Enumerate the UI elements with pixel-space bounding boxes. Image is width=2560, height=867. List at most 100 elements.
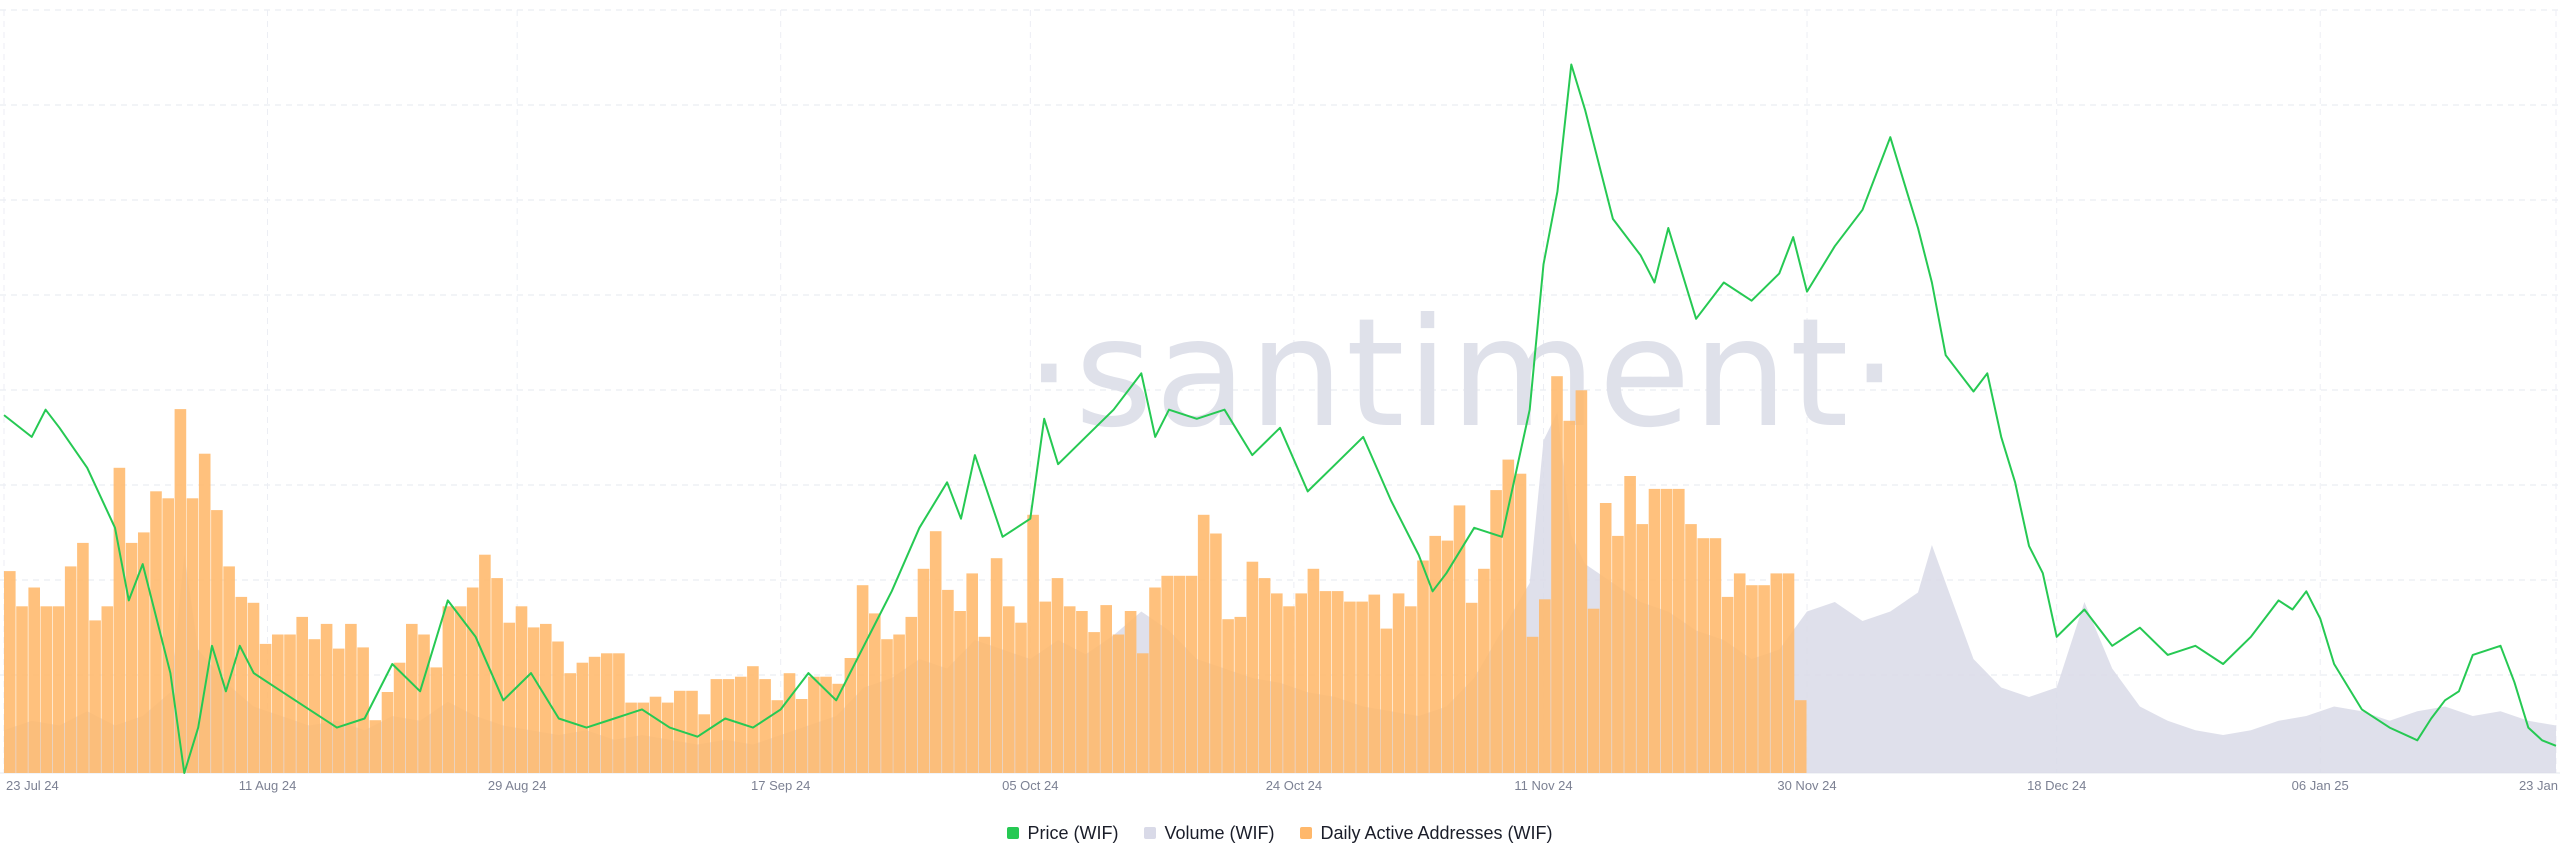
daily-active-addresses-bar xyxy=(332,648,345,773)
daily-active-addresses-bar xyxy=(1673,488,1685,773)
daily-active-addresses-bar xyxy=(710,679,723,773)
x-tick-label: 24 Oct 24 xyxy=(1266,778,1322,793)
daily-active-addresses-bar xyxy=(869,613,881,773)
daily-active-addresses-bar xyxy=(1526,636,1539,773)
daily-active-addresses-bar xyxy=(101,606,114,773)
legend-item-volume[interactable]: Volume (WIF) xyxy=(1144,823,1274,844)
daily-active-addresses-bar xyxy=(552,641,564,773)
daily-active-addresses-bar xyxy=(722,679,735,773)
daily-active-addresses-bar xyxy=(1697,538,1709,773)
price-series xyxy=(3,63,2557,774)
daily-active-addresses-bar xyxy=(296,616,308,773)
daily-active-addresses-bar xyxy=(1015,622,1027,773)
daily-active-addresses-bar xyxy=(1782,573,1795,773)
daily-active-addresses-bar xyxy=(345,623,357,773)
daily-active-addresses-series xyxy=(4,376,1807,773)
daily-active-addresses-bar xyxy=(1746,585,1758,773)
daily-active-addresses-bar xyxy=(1478,568,1490,773)
daily-active-addresses-bar xyxy=(1721,596,1734,773)
volume-area xyxy=(4,412,2556,773)
daily-active-addresses-bar xyxy=(1234,616,1247,773)
daily-active-addresses-bar xyxy=(64,566,77,773)
daily-active-addresses-bar xyxy=(698,714,710,773)
daily-active-addresses-bar xyxy=(28,587,40,773)
daily-active-addresses-bar xyxy=(1599,503,1612,773)
daily-active-addresses-bar xyxy=(747,666,759,773)
x-tick-label: 17 Sep 24 xyxy=(751,778,810,793)
daily-active-addresses-bar xyxy=(1636,524,1649,773)
daily-active-addresses-bar xyxy=(284,634,296,773)
daily-active-addresses-bar xyxy=(1271,593,1283,773)
daily-active-addresses-bar xyxy=(686,690,698,773)
daily-active-addresses-bar xyxy=(649,696,662,773)
daily-active-addresses-bar xyxy=(1283,606,1295,773)
daily-active-addresses-bar xyxy=(1794,700,1807,773)
legend-item-daily-active-addresses[interactable]: Daily Active Addresses (WIF) xyxy=(1300,823,1553,844)
daily-active-addresses-bar xyxy=(625,702,637,773)
daily-active-addresses-bar xyxy=(1088,632,1100,773)
daily-active-addresses-bar xyxy=(357,647,369,773)
daily-active-addresses-bar xyxy=(4,571,16,773)
x-tick-label: 11 Nov 24 xyxy=(1514,778,1572,793)
daily-active-addresses-bar xyxy=(881,639,893,773)
daily-active-addresses-bar xyxy=(247,602,260,773)
x-tick-label: 23 Jan xyxy=(2519,778,2558,793)
daily-active-addresses-bar xyxy=(1344,601,1356,773)
daily-active-addresses-bar xyxy=(466,587,479,773)
daily-active-addresses-bar xyxy=(893,634,905,773)
daily-active-addresses-bar xyxy=(138,532,150,773)
daily-active-addresses-bar xyxy=(588,656,601,773)
daily-active-addresses-bar xyxy=(637,702,650,773)
daily-active-addresses-bar xyxy=(1758,585,1770,773)
daily-active-addresses-bar xyxy=(1197,514,1210,773)
daily-active-addresses-bar xyxy=(978,636,991,773)
daily-active-addresses-bar xyxy=(1612,535,1624,773)
daily-active-addresses-bar xyxy=(1307,568,1320,773)
daily-active-addresses-bar xyxy=(1551,376,1563,773)
daily-active-addresses-bar xyxy=(503,622,516,773)
daily-active-addresses-bar xyxy=(1563,420,1575,773)
daily-active-addresses-bar xyxy=(320,623,333,773)
daily-active-addresses-bar xyxy=(1660,488,1673,773)
daily-active-addresses-bar xyxy=(820,676,832,773)
daily-active-addresses-bar xyxy=(1465,602,1478,773)
daily-active-addresses-bar xyxy=(1502,459,1515,773)
daily-active-addresses-bar xyxy=(1063,606,1076,773)
daily-active-addresses-bar xyxy=(1051,578,1064,773)
daily-active-addresses-swatch xyxy=(1300,827,1313,839)
daily-active-addresses-bar xyxy=(211,510,223,773)
daily-active-addresses-bar xyxy=(1405,606,1417,773)
daily-active-addresses-bar xyxy=(759,679,771,773)
x-tick-label: 23 Jul 24 xyxy=(6,778,59,793)
daily-active-addresses-bar xyxy=(442,606,455,773)
daily-active-addresses-bar xyxy=(966,573,978,773)
price-line xyxy=(3,63,2557,774)
daily-active-addresses-bar xyxy=(223,566,235,773)
price-swatch xyxy=(1007,827,1020,839)
daily-active-addresses-bar xyxy=(406,623,418,773)
legend-item-price[interactable]: Price (WIF) xyxy=(1007,823,1118,844)
daily-active-addresses-bar xyxy=(1685,524,1697,773)
daily-active-addresses-bar xyxy=(1392,593,1405,773)
daily-active-addresses-bar xyxy=(527,627,540,773)
daily-active-addresses-bar xyxy=(856,585,869,773)
daily-active-addresses-bar xyxy=(1709,538,1722,773)
daily-active-addresses-bar xyxy=(1380,628,1393,773)
legend-label-volume: Volume (WIF) xyxy=(1164,822,1275,843)
daily-active-addresses-bar xyxy=(1429,535,1441,773)
daily-active-addresses-bar xyxy=(1587,608,1600,773)
daily-active-addresses-bar xyxy=(381,692,394,773)
x-tick-label: 30 Nov 24 xyxy=(1777,778,1836,793)
daily-active-addresses-bar xyxy=(942,589,954,773)
volume-series xyxy=(4,412,2556,773)
daily-active-addresses-bar xyxy=(1319,591,1332,773)
daily-active-addresses-bar xyxy=(1161,575,1173,773)
daily-active-addresses-bar xyxy=(1100,605,1112,773)
daily-active-addresses-bar xyxy=(1514,473,1527,773)
daily-active-addresses-bar xyxy=(1003,606,1015,773)
daily-active-addresses-bar xyxy=(990,558,1003,773)
daily-active-addresses-bar xyxy=(929,531,942,773)
daily-active-addresses-bar xyxy=(832,683,844,773)
daily-active-addresses-bar xyxy=(113,467,126,773)
